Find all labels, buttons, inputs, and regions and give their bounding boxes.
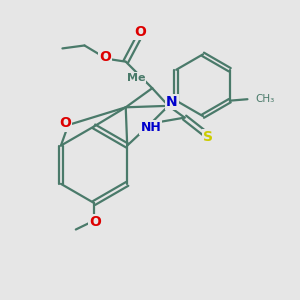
Text: CH₃: CH₃ <box>256 94 275 104</box>
Text: O: O <box>59 116 71 130</box>
Text: Me: Me <box>127 73 145 83</box>
Text: NH: NH <box>140 122 161 134</box>
Text: O: O <box>134 25 146 39</box>
Text: S: S <box>203 130 213 144</box>
Text: N: N <box>166 95 178 109</box>
Text: O: O <box>99 50 111 64</box>
Text: O: O <box>90 215 101 229</box>
